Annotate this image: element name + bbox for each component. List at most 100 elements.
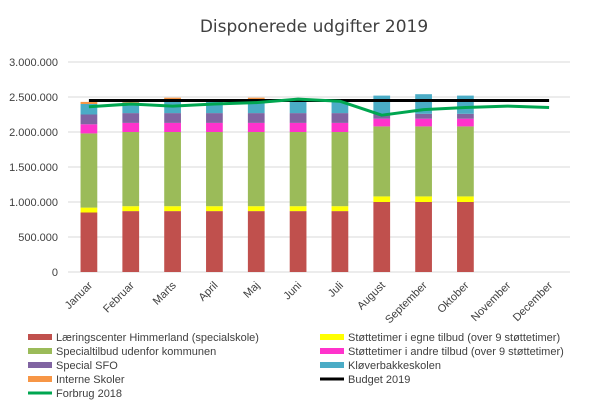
bar-segment bbox=[80, 207, 98, 213]
bar-segment bbox=[457, 202, 474, 272]
legend-swatch bbox=[28, 348, 52, 354]
legend-label: Støttetimer i egne tilbud (over 9 støtte… bbox=[348, 332, 560, 344]
x-tick-label: September bbox=[383, 279, 430, 326]
bar-segment bbox=[206, 206, 223, 212]
y-tick-label: 2.000.000 bbox=[9, 127, 58, 139]
series-line bbox=[88, 97, 550, 117]
legend-label: Interne Skoler bbox=[56, 374, 125, 386]
legend-label: Læringscenter Himmerland (specialskole) bbox=[56, 332, 259, 344]
bar-segment bbox=[415, 196, 432, 202]
bar-segment bbox=[80, 114, 98, 125]
lines bbox=[88, 97, 550, 117]
legend-swatch bbox=[320, 348, 344, 354]
bar-segment bbox=[289, 132, 307, 207]
bar-segment bbox=[80, 212, 98, 272]
bar-segment bbox=[164, 122, 181, 132]
bar-segment bbox=[247, 101, 265, 114]
x-tick-label: Maj bbox=[241, 280, 262, 301]
bar-segment bbox=[415, 202, 432, 272]
bar-segment bbox=[373, 118, 391, 127]
bar-segment bbox=[122, 102, 140, 114]
x-tick-label: December bbox=[511, 279, 556, 324]
x-tick-label: August bbox=[355, 280, 388, 313]
bar-segment bbox=[457, 126, 474, 197]
legend-swatch bbox=[28, 376, 52, 382]
bar-segment bbox=[247, 211, 265, 272]
bar-segment bbox=[373, 126, 391, 197]
bar-segment bbox=[457, 95, 474, 114]
bar-segment bbox=[80, 104, 98, 115]
legend-label: Forbrug 2018 bbox=[56, 388, 122, 400]
bar-segment bbox=[206, 211, 223, 272]
y-tick-label: 2.500.000 bbox=[9, 92, 58, 104]
bar-segment bbox=[415, 126, 432, 197]
chart-title: Disponerede udgifter 2019 bbox=[200, 17, 428, 37]
legend-label: Special SFO bbox=[56, 360, 118, 372]
x-tick-label: Februar bbox=[101, 279, 137, 315]
bar-segment bbox=[373, 196, 391, 202]
legend-label: Støttetimer i andre tilbud (over 9 støtt… bbox=[348, 346, 564, 358]
bar-segment bbox=[164, 113, 181, 123]
y-tick-label: 3.000.000 bbox=[9, 57, 58, 69]
bar-segment bbox=[373, 95, 391, 114]
bar-segment bbox=[457, 118, 474, 127]
bar-segment bbox=[289, 206, 307, 212]
bar-segment bbox=[289, 101, 307, 114]
bar-segment bbox=[247, 113, 265, 123]
bar-segment bbox=[289, 113, 307, 123]
legend-label: Specialtilbud udenfor kommunen bbox=[56, 346, 216, 358]
legend-label: Kløverbakkeskolen bbox=[348, 360, 441, 372]
bar-segment bbox=[247, 206, 265, 212]
x-tick-label: April bbox=[196, 280, 220, 304]
bar-segment bbox=[122, 113, 140, 123]
bar-segment bbox=[122, 122, 140, 132]
y-tick-label: 1.500.000 bbox=[9, 162, 58, 174]
bar-segment bbox=[80, 133, 98, 208]
gridlines bbox=[68, 61, 570, 273]
x-axis-ticks: Januar Februar Marts April Maj Juni Juli August… bbox=[63, 279, 556, 326]
legend-swatch bbox=[28, 362, 52, 368]
x-tick-label: Marts bbox=[151, 279, 179, 307]
bar-segment bbox=[331, 101, 349, 114]
bar-segment bbox=[457, 196, 474, 202]
bar-segment bbox=[289, 211, 307, 272]
legend-swatch bbox=[320, 334, 344, 340]
bar-segment bbox=[80, 101, 98, 104]
bar-segment bbox=[164, 211, 181, 272]
y-axis-ticks: 0 500.000 1.000.000 1.500.000 2.000.000 2.500… bbox=[9, 57, 58, 279]
legend-label: Budget 2019 bbox=[348, 374, 410, 386]
x-tick-label: November bbox=[469, 279, 514, 324]
legend: Læringscenter Himmerland (specialskole) S… bbox=[28, 332, 564, 400]
bar-segment bbox=[122, 211, 140, 272]
x-tick-label: Oktober bbox=[435, 279, 471, 315]
bar-segment bbox=[247, 122, 265, 132]
bar-segment bbox=[80, 124, 98, 134]
bar-segment bbox=[331, 122, 349, 132]
bar-segment bbox=[415, 113, 432, 119]
x-tick-label: Juli bbox=[326, 280, 346, 300]
bar-segment bbox=[206, 113, 223, 123]
bar-segment bbox=[415, 118, 432, 127]
bar-segment bbox=[206, 132, 223, 207]
bar-segment bbox=[164, 206, 181, 212]
legend-swatch bbox=[28, 334, 52, 340]
bar-segment bbox=[331, 113, 349, 123]
y-tick-label: 500.000 bbox=[18, 232, 58, 244]
bar-segment bbox=[247, 132, 265, 207]
bar-segment bbox=[331, 206, 349, 212]
y-tick-label: 1.000.000 bbox=[9, 197, 58, 209]
bar-segment bbox=[164, 132, 181, 207]
bar-segment bbox=[289, 122, 307, 132]
y-tick-label: 0 bbox=[52, 267, 58, 279]
bar-segment bbox=[373, 202, 391, 272]
bar-segment bbox=[122, 132, 140, 207]
bar-segment bbox=[331, 211, 349, 272]
bar-segment bbox=[457, 113, 474, 119]
bar-segment bbox=[331, 132, 349, 207]
bar-segment bbox=[122, 206, 140, 212]
legend-swatch bbox=[320, 362, 344, 368]
x-tick-label: Juni bbox=[281, 280, 304, 303]
bar-segment bbox=[206, 101, 223, 114]
bar-segment bbox=[206, 122, 223, 132]
